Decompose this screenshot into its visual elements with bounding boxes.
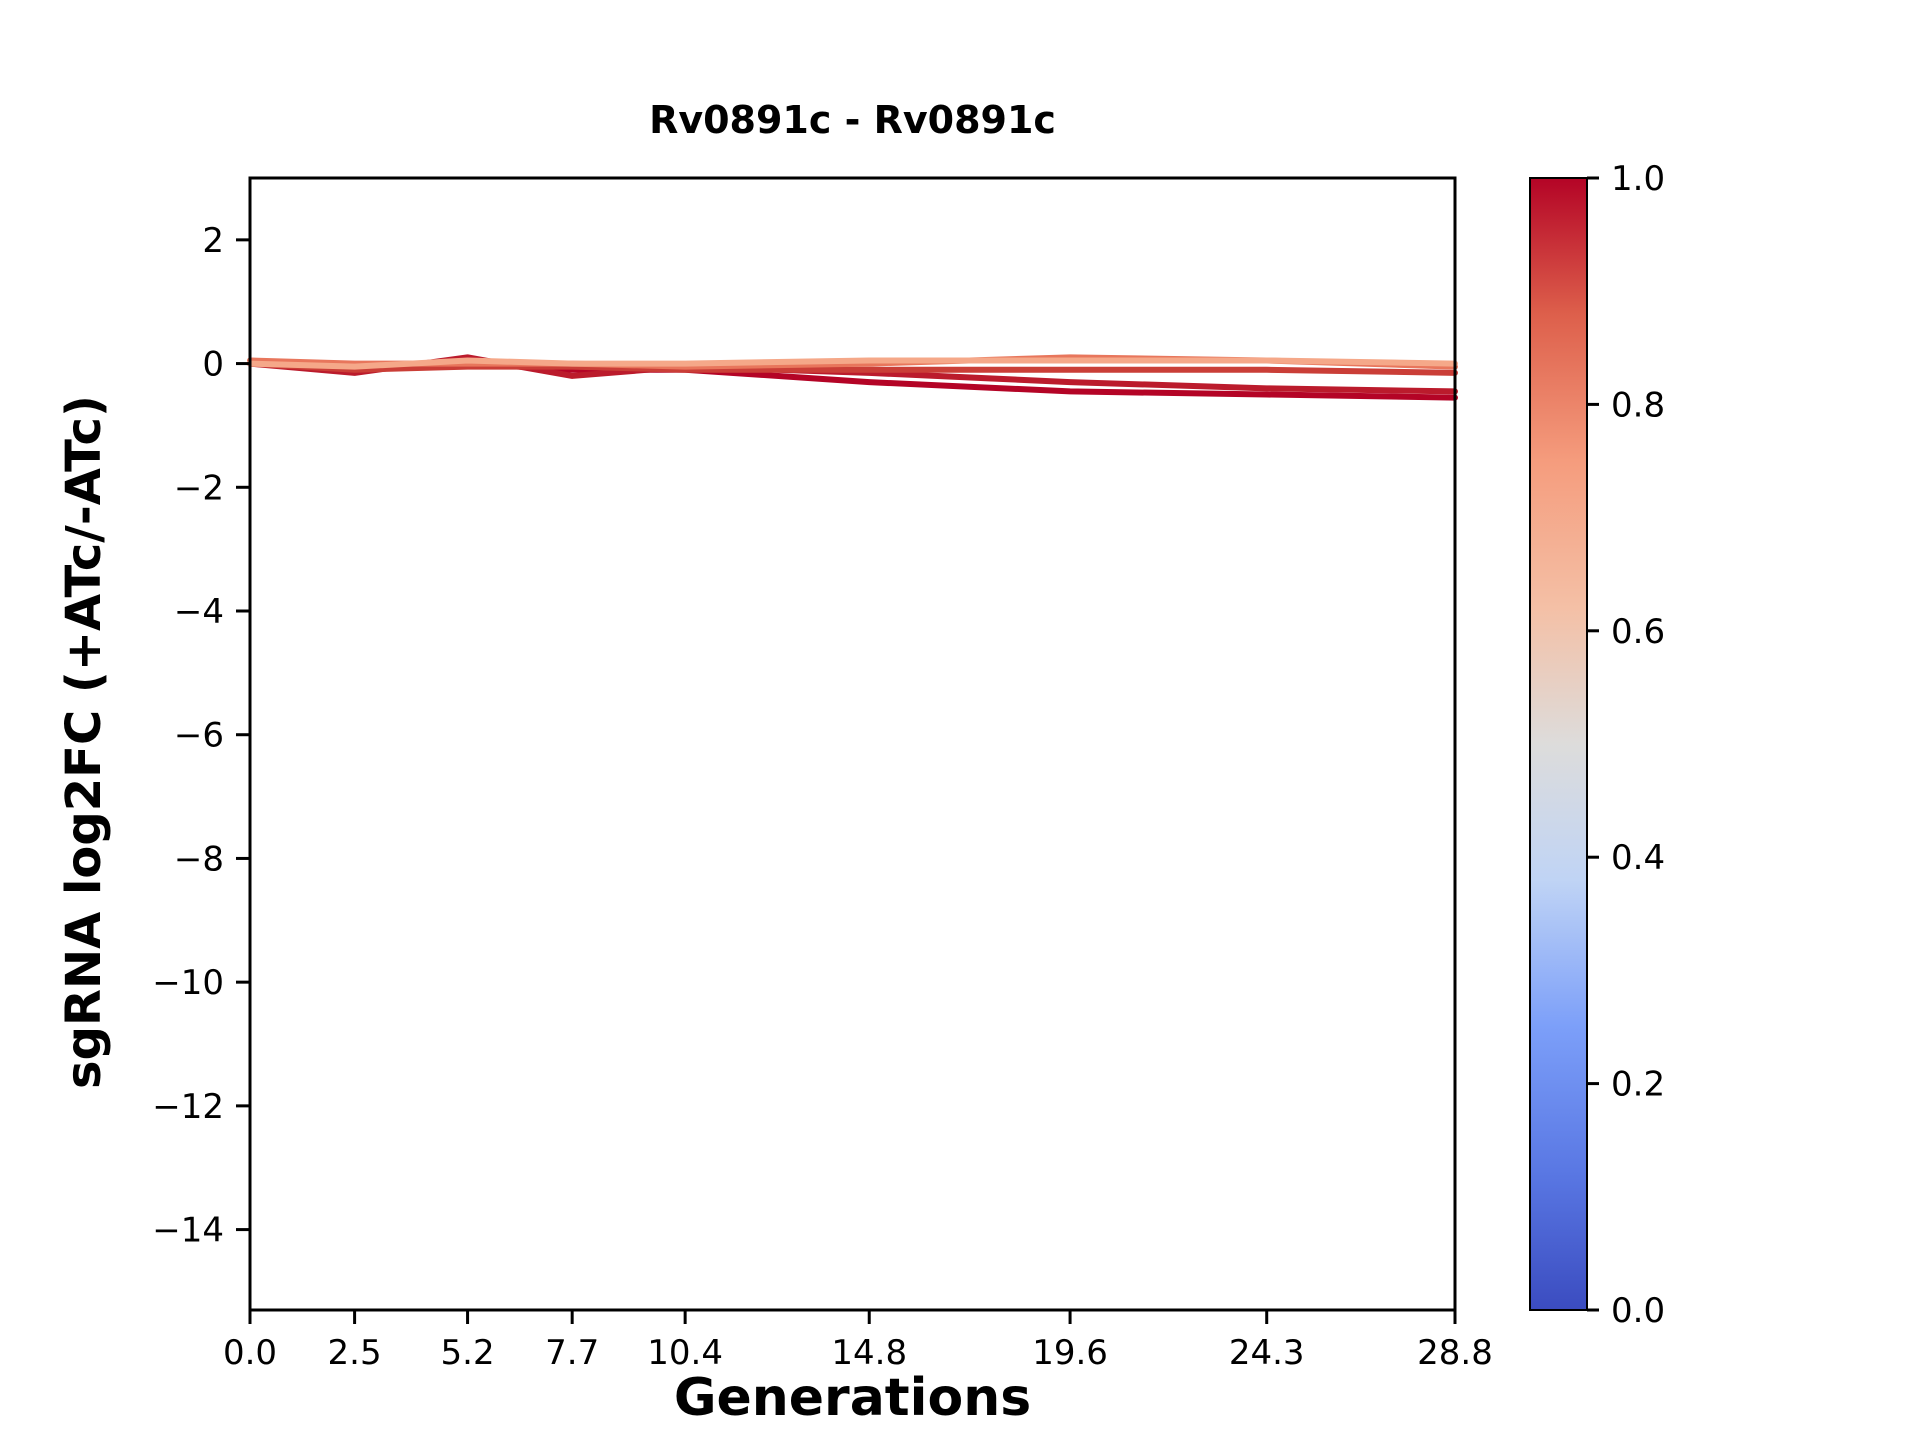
y-tick-label: −6: [174, 716, 224, 756]
series-line-sgRNA-5: [247, 357, 1458, 370]
x-tick-label: 0.0: [223, 1333, 277, 1373]
colorbar-tick-label: 0.0: [1611, 1291, 1665, 1331]
x-tick-label: 10.4: [647, 1333, 723, 1373]
colorbar-tick-label: 0.8: [1611, 385, 1665, 425]
colorbar-tick-label: 0.2: [1611, 1065, 1665, 1105]
y-tick-label: −2: [174, 468, 224, 508]
plot-frame: [248, 176, 1457, 1312]
colorbar-tick-label: 1.0: [1611, 159, 1665, 199]
x-tick-label: 14.8: [831, 1333, 907, 1373]
y-tick-label: −4: [174, 592, 224, 632]
chart-title: Rv0891c - Rv0891c: [649, 98, 1056, 142]
x-axis-label: Generations: [673, 1368, 1032, 1428]
x-tick-label: 2.5: [328, 1333, 382, 1373]
x-tick-label: 19.6: [1032, 1333, 1108, 1373]
colorbar-tick-label: 0.6: [1611, 612, 1665, 652]
x-tick-label: 5.2: [441, 1333, 495, 1373]
y-tick-label: −8: [174, 839, 224, 879]
y-axis-label: sgRNA log2FC (+ATc/-ATc): [56, 395, 112, 1089]
y-tick-label: 2: [202, 221, 224, 261]
y-tick-label: −12: [152, 1087, 224, 1127]
series-line-sgRNA-3: [247, 360, 1458, 376]
x-tick-label: 24.3: [1229, 1333, 1305, 1373]
y-tick-label: 0: [202, 345, 224, 385]
x-tick-label: 7.7: [545, 1333, 599, 1373]
x-tick-label: 28.8: [1417, 1333, 1493, 1373]
colorbar-tick-label: 0.4: [1611, 838, 1665, 878]
y-tick-label: −10: [152, 963, 224, 1003]
colorbar: [1529, 177, 1588, 1311]
y-tick-label: −14: [152, 1211, 224, 1251]
